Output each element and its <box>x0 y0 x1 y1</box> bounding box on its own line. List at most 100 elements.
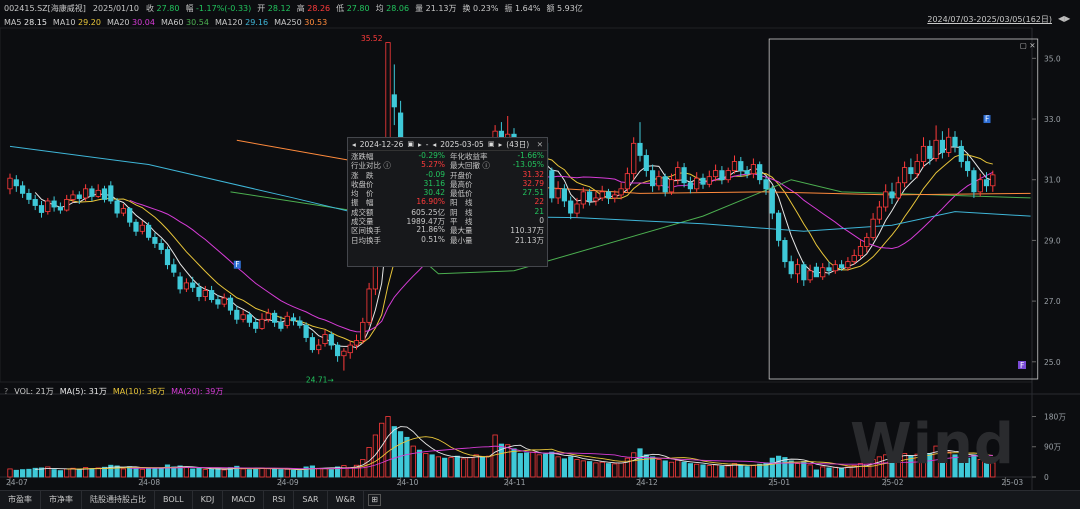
volume-bar[interactable] <box>769 457 775 478</box>
volume-bar[interactable] <box>435 456 442 478</box>
candle[interactable] <box>744 170 750 175</box>
candle[interactable] <box>391 94 397 108</box>
candle[interactable] <box>234 309 240 320</box>
candle[interactable] <box>587 191 593 202</box>
candle[interactable] <box>719 170 725 181</box>
candle[interactable] <box>939 139 946 153</box>
candle[interactable] <box>769 188 775 214</box>
volume-bar[interactable] <box>448 457 454 478</box>
candle[interactable] <box>549 170 555 199</box>
volume-bar[interactable] <box>284 468 290 478</box>
volume-bar[interactable] <box>290 469 297 478</box>
candle[interactable] <box>914 161 920 175</box>
volume-bar[interactable] <box>524 452 530 478</box>
candle[interactable] <box>725 170 731 181</box>
volume-bar[interactable] <box>977 459 983 478</box>
prev-start-icon[interactable]: ◂ <box>352 139 356 149</box>
candle[interactable] <box>750 164 757 175</box>
volume-bar[interactable] <box>32 467 38 478</box>
volume-bar[interactable] <box>309 465 316 478</box>
volume-bar[interactable] <box>76 469 82 478</box>
candle[interactable] <box>26 192 32 200</box>
volume-bar[interactable] <box>347 467 353 478</box>
candle[interactable] <box>360 321 366 341</box>
volume-bar[interactable] <box>731 463 738 478</box>
indicator-tab[interactable]: BOLL <box>155 491 193 509</box>
candle[interactable] <box>813 266 820 278</box>
volume-bar[interactable] <box>171 466 177 478</box>
volume-bar[interactable] <box>832 466 838 478</box>
candle[interactable] <box>731 161 738 172</box>
volume-bar[interactable] <box>839 467 845 478</box>
candle[interactable] <box>202 290 208 297</box>
candle[interactable] <box>64 199 70 211</box>
candle[interactable] <box>164 249 171 266</box>
candle[interactable] <box>13 179 19 187</box>
volume-bar[interactable] <box>574 459 580 478</box>
volume-bar[interactable] <box>624 457 631 478</box>
volume-bar[interactable] <box>687 463 694 478</box>
candle[interactable] <box>580 191 586 205</box>
next-start-icon[interactable]: ▸ <box>417 139 422 149</box>
candle[interactable] <box>681 167 687 184</box>
candle[interactable] <box>889 191 895 199</box>
volume-bar[interactable] <box>990 462 996 478</box>
candle[interactable] <box>820 267 826 278</box>
volume-bar[interactable] <box>801 461 807 478</box>
candle[interactable] <box>971 170 977 193</box>
indicator-tab[interactable]: W&R <box>328 491 365 509</box>
volume-bar[interactable] <box>826 467 832 478</box>
candle[interactable] <box>612 194 618 199</box>
candle[interactable] <box>95 189 101 197</box>
ma-legend-item[interactable]: MA120 29.16 <box>215 18 268 27</box>
volume-bar[interactable] <box>95 467 101 478</box>
date-range-link[interactable]: 2024/07/03-2025/03/05(162日) <box>927 15 1052 24</box>
volume-bar[interactable] <box>379 422 385 478</box>
volume-bar[interactable] <box>958 455 964 478</box>
volume-bar[interactable] <box>271 468 278 478</box>
volume-bar[interactable] <box>89 468 95 478</box>
indicator-tab[interactable]: MACD <box>223 491 265 509</box>
volume-bar[interactable] <box>706 465 712 478</box>
candle[interactable] <box>870 218 876 238</box>
volume-bar[interactable] <box>328 469 334 478</box>
candle[interactable] <box>196 287 202 297</box>
candle[interactable] <box>45 200 51 212</box>
ma-legend-item[interactable]: MA5 28.15 <box>4 18 47 27</box>
candle[interactable] <box>259 318 265 329</box>
candle[interactable] <box>366 288 372 323</box>
candle[interactable] <box>328 334 334 346</box>
calendar-icon[interactable]: ▣ <box>407 140 414 148</box>
volume-bar[interactable] <box>593 462 599 478</box>
candle[interactable] <box>952 136 958 147</box>
volume-bar[interactable] <box>64 468 70 478</box>
volume-bar[interactable] <box>908 455 914 478</box>
volume-bar[interactable] <box>933 445 939 478</box>
candle[interactable] <box>763 179 769 190</box>
volume-bar[interactable] <box>442 457 448 478</box>
candle[interactable] <box>208 290 215 300</box>
candle[interactable] <box>883 191 889 208</box>
candle[interactable] <box>983 179 990 187</box>
volume-bar[interactable] <box>108 464 114 478</box>
candle[interactable] <box>958 145 964 162</box>
interval-end[interactable]: 2025-03-05 <box>440 139 484 149</box>
volume-bar[interactable] <box>750 465 757 478</box>
candle[interactable] <box>782 240 788 263</box>
volume-bar[interactable] <box>675 459 681 478</box>
candle[interactable] <box>902 167 908 184</box>
volume-bar[interactable] <box>423 453 429 478</box>
candle[interactable] <box>599 191 605 199</box>
volume-bar[interactable] <box>599 461 605 478</box>
volume-bar[interactable] <box>202 469 208 478</box>
volume-bar[interactable] <box>215 468 221 478</box>
candle[interactable] <box>303 324 309 338</box>
volume-bar[interactable] <box>177 465 183 478</box>
close-icon[interactable]: ✕ <box>536 139 543 149</box>
candle[interactable] <box>788 261 794 275</box>
candle[interactable] <box>139 224 145 232</box>
add-tab-icon[interactable]: ⊞ <box>368 494 381 506</box>
volume-bar[interactable] <box>889 457 895 478</box>
candle[interactable] <box>316 344 322 351</box>
volume-bar[interactable] <box>429 454 435 478</box>
